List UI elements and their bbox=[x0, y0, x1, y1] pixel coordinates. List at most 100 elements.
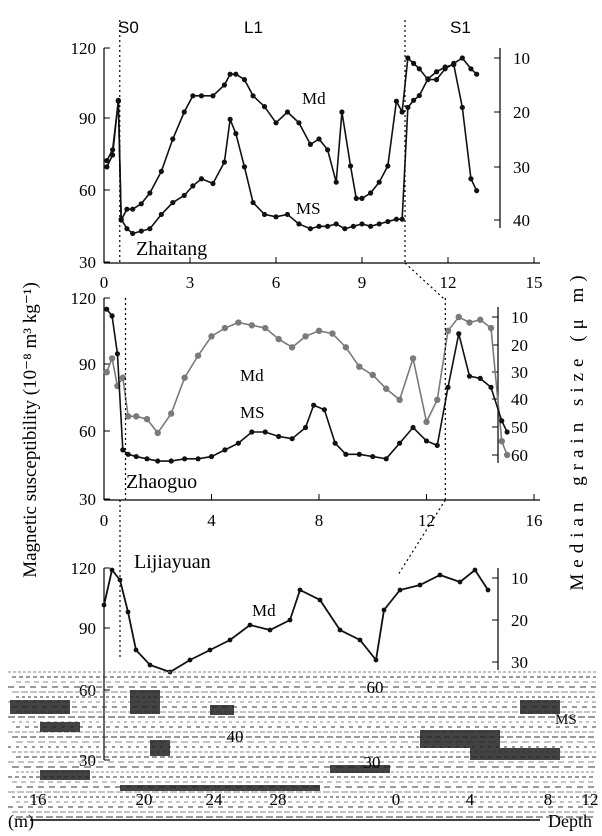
data-point bbox=[187, 657, 193, 663]
data-point bbox=[488, 384, 494, 390]
data-point bbox=[288, 344, 296, 351]
data-point bbox=[227, 637, 233, 643]
data-point bbox=[477, 375, 483, 381]
noise-block bbox=[210, 705, 234, 715]
data-point bbox=[181, 374, 188, 381]
x-tick-label: 12 bbox=[440, 273, 457, 292]
data-point bbox=[103, 369, 110, 376]
left-tick-label: 120 bbox=[71, 559, 97, 578]
x-tick-label: 8 bbox=[544, 790, 553, 809]
site-label-zhaitang: Zhaitang bbox=[136, 238, 207, 260]
data-point bbox=[249, 429, 255, 435]
data-point bbox=[411, 60, 417, 66]
data-point bbox=[181, 192, 187, 199]
right-tick-label: 10 bbox=[511, 308, 528, 327]
data-point bbox=[235, 440, 241, 446]
data-point bbox=[445, 384, 451, 390]
right-tick-label: 20 bbox=[511, 611, 528, 630]
data-point bbox=[110, 152, 116, 158]
data-point bbox=[296, 120, 302, 126]
right-tick-label: 50 bbox=[511, 418, 528, 437]
data-point bbox=[138, 201, 144, 207]
data-point bbox=[437, 572, 443, 578]
data-point bbox=[474, 71, 480, 77]
x-tick-label: 20 bbox=[136, 790, 153, 809]
x-tick-label: 16 bbox=[526, 511, 543, 530]
data-point bbox=[353, 195, 359, 201]
data-point bbox=[221, 159, 227, 165]
data-point bbox=[101, 602, 107, 608]
left-tick-label: 40 bbox=[227, 727, 244, 746]
noise-block bbox=[470, 748, 560, 760]
data-point bbox=[130, 206, 136, 212]
series-line-ms-0 bbox=[106, 63, 478, 235]
x-tick-label: 6 bbox=[272, 273, 281, 292]
noise-block bbox=[150, 740, 170, 756]
right-tick-label: 30 bbox=[511, 363, 528, 382]
data-point bbox=[393, 98, 399, 104]
data-point bbox=[373, 657, 379, 663]
data-point bbox=[104, 306, 110, 312]
data-point bbox=[359, 221, 365, 227]
data-point bbox=[275, 335, 282, 343]
noise-block bbox=[10, 700, 70, 714]
data-point bbox=[138, 228, 144, 234]
data-point bbox=[168, 458, 174, 464]
data-point bbox=[396, 396, 403, 403]
y-axis-title-right: Median grain size (μ m) bbox=[567, 269, 588, 590]
noise-block bbox=[520, 700, 560, 714]
data-point bbox=[399, 216, 405, 222]
data-point bbox=[120, 447, 126, 453]
strat-label-s1: S1 bbox=[450, 18, 471, 37]
series-label-ms-zhaoguo: MS bbox=[240, 403, 265, 422]
data-point bbox=[423, 418, 430, 426]
noise-block bbox=[420, 730, 500, 748]
data-point bbox=[241, 77, 248, 83]
left-tick-label: 60 bbox=[367, 678, 384, 697]
left-tick-label: 30 bbox=[79, 253, 96, 272]
data-point bbox=[321, 407, 327, 413]
data-point bbox=[124, 226, 130, 232]
data-point bbox=[133, 647, 139, 653]
data-point bbox=[369, 371, 376, 379]
data-point bbox=[423, 438, 430, 444]
x-tick-label: 3 bbox=[186, 273, 195, 292]
data-point bbox=[474, 188, 480, 194]
data-point bbox=[302, 424, 309, 431]
x-tick-label: 24 bbox=[206, 790, 224, 809]
x-tick-label: 15 bbox=[526, 273, 543, 292]
x-tick-label: 0 bbox=[100, 273, 109, 292]
data-point bbox=[227, 71, 233, 77]
data-point bbox=[468, 66, 474, 72]
data-point bbox=[155, 458, 161, 464]
data-point bbox=[104, 158, 110, 164]
data-point bbox=[208, 453, 215, 460]
noise-block bbox=[330, 765, 390, 773]
data-point bbox=[411, 97, 417, 103]
depth-label: Depth bbox=[548, 811, 592, 831]
data-point bbox=[241, 164, 248, 170]
data-point bbox=[434, 396, 441, 403]
x-tick-label: 4 bbox=[466, 790, 475, 809]
series-label-ms-zhaitang: MS bbox=[296, 199, 321, 218]
x-tick-label: 12 bbox=[582, 790, 599, 809]
data-point bbox=[315, 327, 323, 334]
data-point bbox=[459, 55, 465, 61]
data-point bbox=[124, 206, 130, 212]
data-point bbox=[405, 55, 411, 61]
data-point bbox=[247, 622, 253, 628]
data-point bbox=[198, 176, 205, 182]
data-point bbox=[221, 324, 229, 332]
x-tick-label: 4 bbox=[207, 511, 216, 530]
data-point bbox=[425, 76, 431, 82]
data-point bbox=[376, 179, 382, 185]
data-point bbox=[289, 436, 295, 442]
left-tick-label: 30 bbox=[364, 753, 381, 772]
data-point bbox=[133, 413, 140, 420]
data-point bbox=[382, 385, 390, 392]
data-point bbox=[167, 410, 175, 417]
data-point bbox=[284, 211, 291, 218]
data-point bbox=[356, 451, 362, 457]
